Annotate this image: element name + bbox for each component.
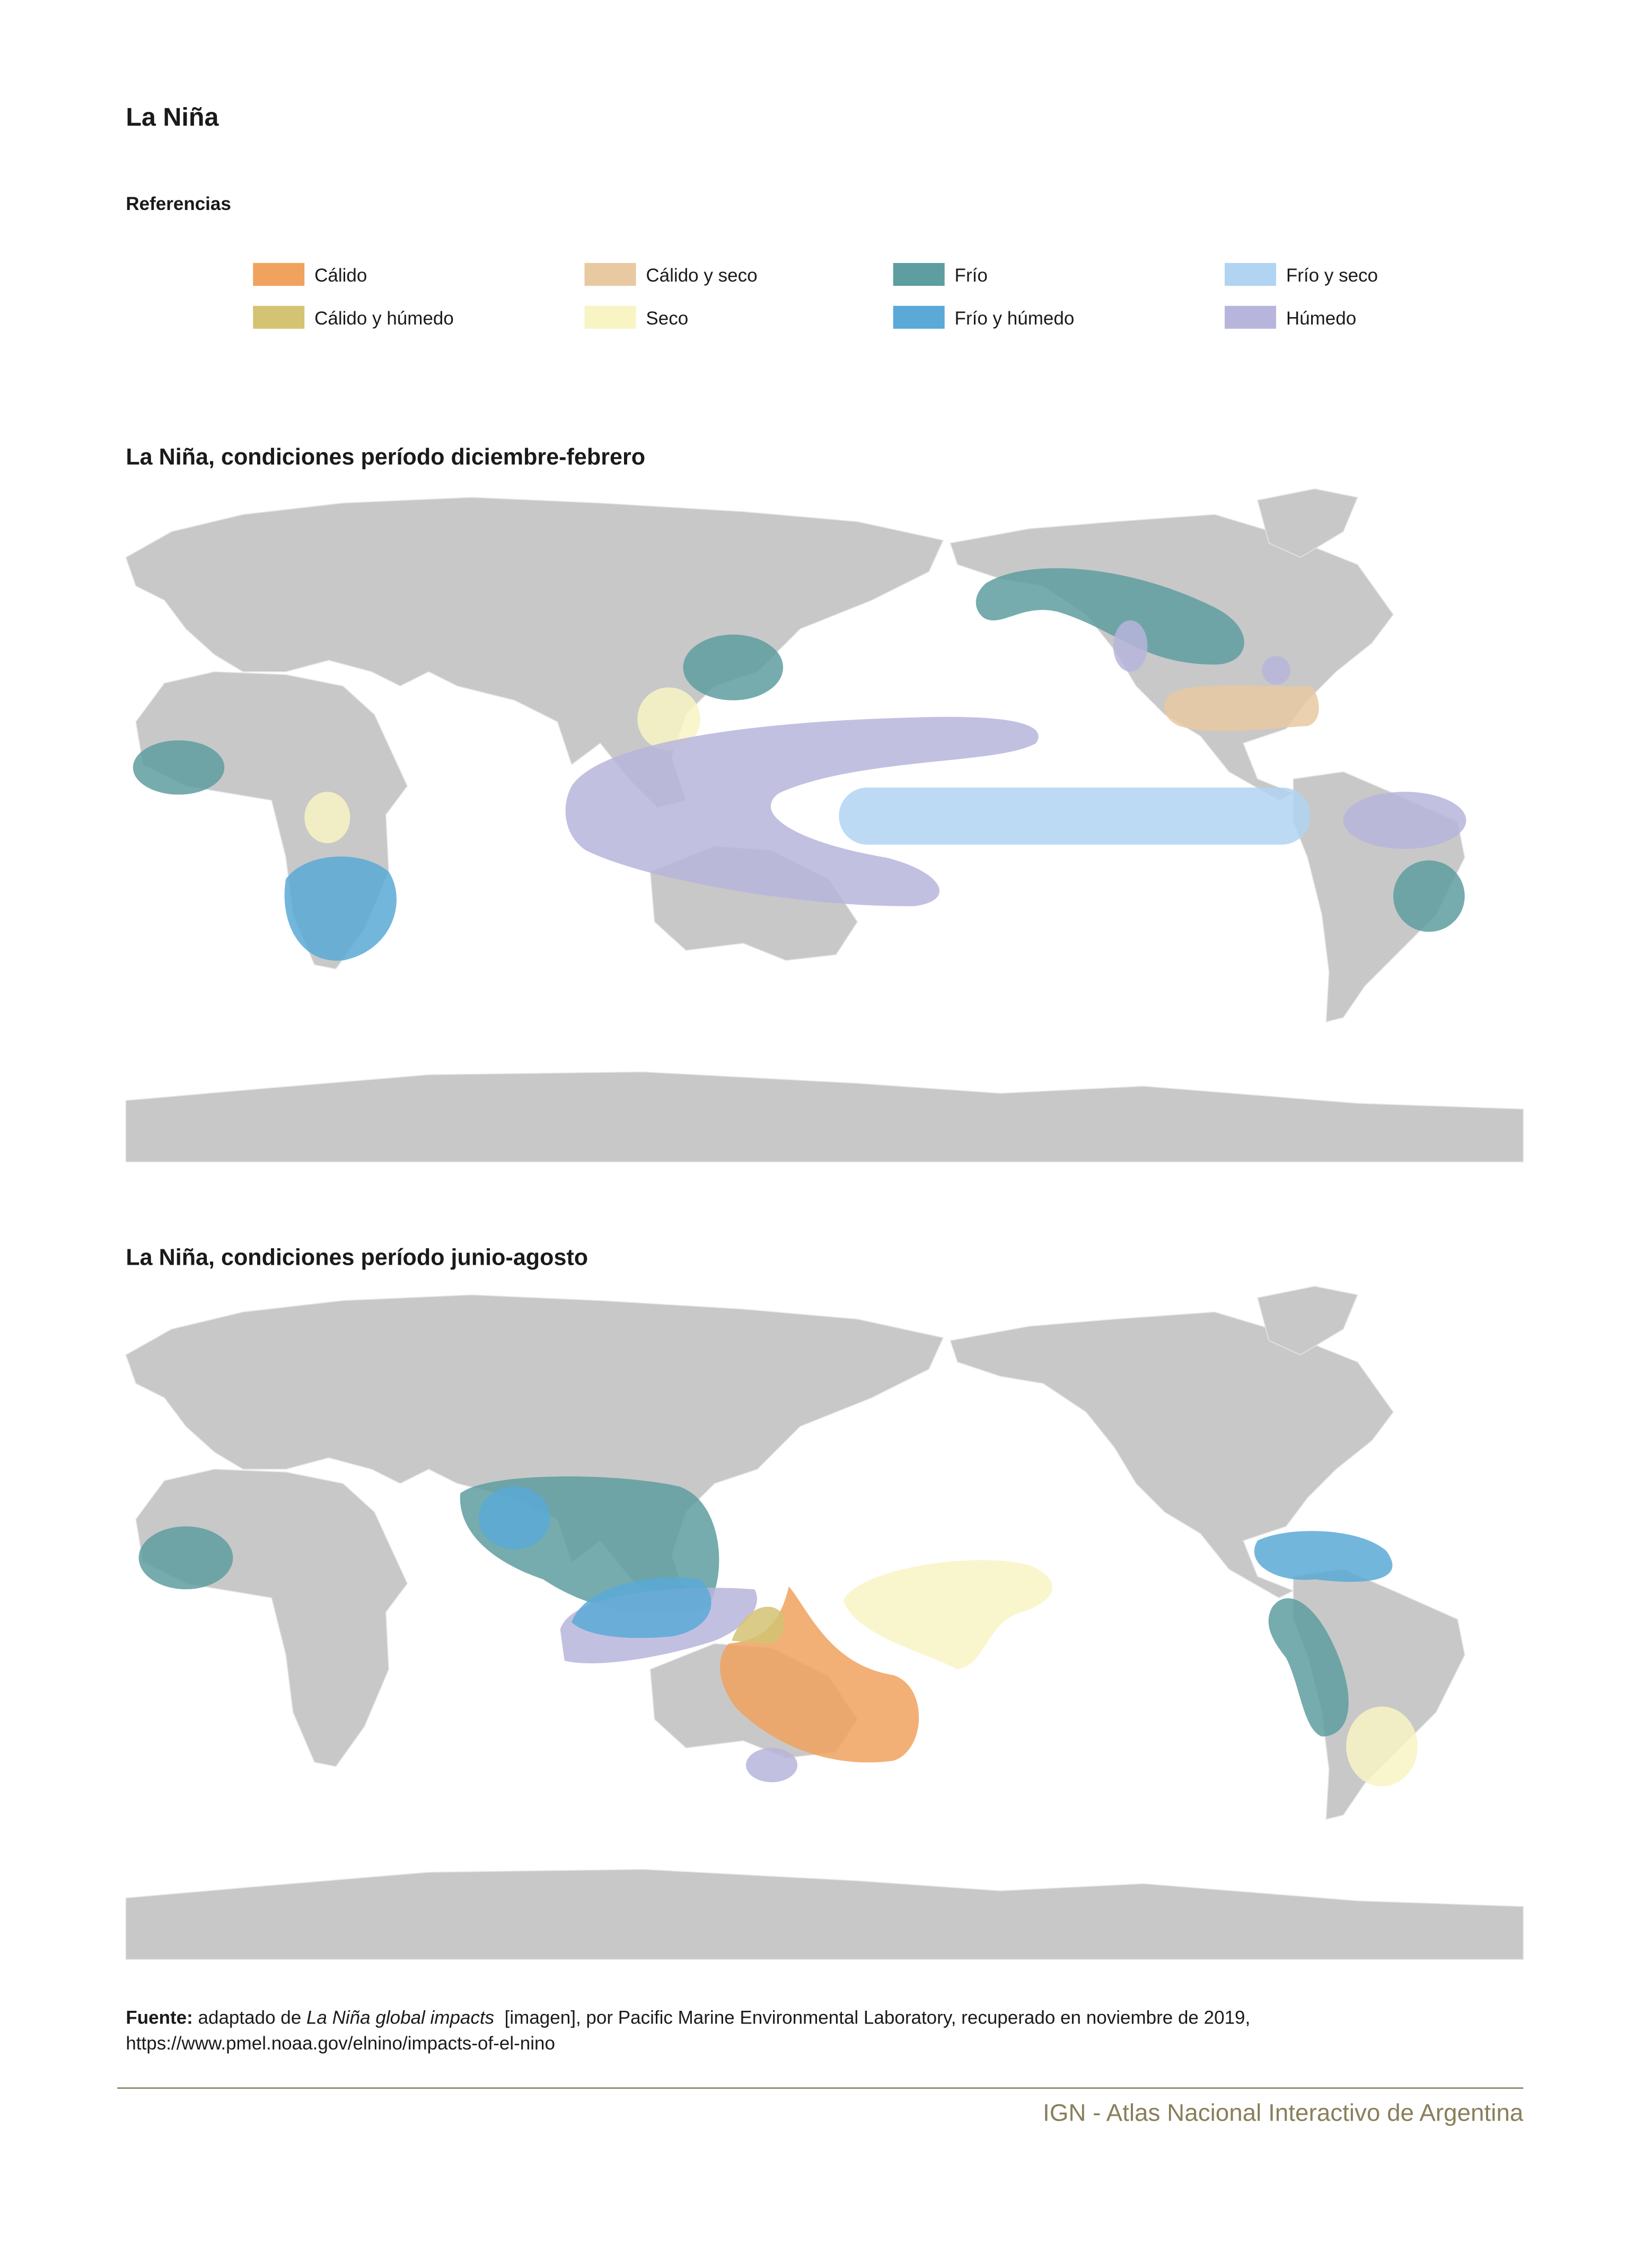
legend-swatch — [253, 305, 305, 329]
legend-swatch — [893, 262, 945, 286]
footer: IGN - Atlas Nacional Interactivo de Arge… — [1043, 2099, 1524, 2126]
impact-area — [843, 1560, 1053, 1670]
impact-area — [683, 634, 784, 700]
source-work: La Niña global impacts — [306, 2007, 494, 2028]
legend-swatch — [584, 262, 636, 286]
impact-areas — [133, 568, 1466, 1787]
legend-label: Cálido — [314, 265, 367, 286]
impact-area — [637, 687, 700, 750]
legend-label: Frío — [955, 265, 988, 286]
legend-swatch — [253, 262, 305, 286]
impact-area — [976, 568, 1244, 665]
impact-area — [565, 716, 1039, 906]
legend-label: Húmedo — [1286, 308, 1356, 329]
impact-area — [1254, 1531, 1393, 1582]
map-title: La Niña, condiciones período junio-agost… — [126, 1245, 588, 1270]
impact-area — [284, 856, 397, 961]
legend-label: Frío y seco — [1286, 265, 1378, 286]
impact-area — [1346, 1706, 1418, 1787]
legend-label: Frío y húmedo — [955, 308, 1075, 329]
legend-swatch — [1224, 262, 1276, 286]
source-text: [imagen], por Pacific Marine Environment… — [494, 2007, 1250, 2028]
source-label: Fuente: — [126, 2007, 192, 2028]
source-text: adaptado de — [193, 2007, 306, 2028]
impact-area — [1393, 860, 1465, 932]
impact-area — [732, 1607, 784, 1644]
impact-area — [479, 1486, 550, 1549]
legend-label: Cálido y seco — [646, 265, 757, 286]
legend-swatch — [1224, 305, 1276, 329]
impact-area — [572, 1577, 711, 1639]
impact-area — [133, 740, 225, 795]
source-line: Fuente: adaptado de La Niña global impac… — [126, 2007, 1250, 2028]
impact-area — [1268, 1598, 1349, 1737]
impact-area — [1164, 685, 1319, 731]
impact-area — [1262, 656, 1290, 685]
legend-title: Referencias — [126, 194, 231, 214]
impact-area — [1343, 792, 1466, 849]
page-title: La Niña — [126, 103, 219, 132]
source-url: https://www.pmel.noaa.gov/elnino/impacts… — [126, 2033, 555, 2054]
legend-label: Cálido y húmedo — [314, 308, 454, 329]
legend-label: Seco — [646, 308, 688, 329]
map-title: La Niña, condiciones período diciembre-f… — [126, 444, 645, 470]
impact-area — [746, 1748, 798, 1782]
impact-area — [839, 787, 1311, 845]
impact-area — [304, 792, 350, 844]
impact-area — [1113, 620, 1148, 672]
impact-area — [138, 1526, 233, 1590]
legend-swatch — [584, 305, 636, 329]
legend-swatch — [893, 305, 945, 329]
legend: Cálido Cálido y seco Frío Frío y seco Cálido… — [253, 262, 1378, 329]
